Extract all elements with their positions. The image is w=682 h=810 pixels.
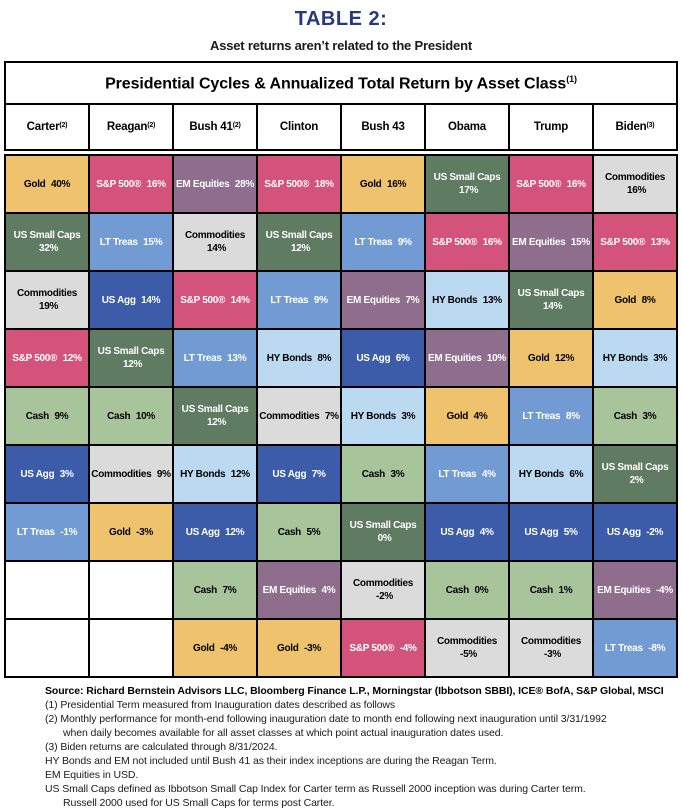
- footnote-smallcap: US Small Caps defined as Ibbotson Small …: [45, 783, 586, 796]
- cell-carter-row1: Gold 40%: [6, 156, 90, 215]
- cell-trump-row6: HY Bonds 6%: [510, 446, 594, 505]
- cell-reagan-row4: US Small Caps 12%: [90, 330, 174, 389]
- cell-bush-43-row6: Cash 3%: [342, 446, 426, 505]
- cell-biden-row7: US Agg -2%: [594, 504, 678, 563]
- cell-clinton-row8: EM Equities 4%: [258, 562, 342, 621]
- footnote-2-cont: when daily becomes available for all ass…: [63, 727, 504, 740]
- cell-clinton-row7: Cash 5%: [258, 504, 342, 563]
- table-title-superscript: (1): [566, 74, 577, 84]
- president-header-row: Carter (2) Reagan (2) Bush 41 (2) Clinton Bush …: [4, 103, 678, 152]
- cell-trump-row3: US Small Caps 14%: [510, 272, 594, 331]
- cell-bush-43-row5: HY Bonds 3%: [342, 388, 426, 447]
- cell-biden-row5: Cash 3%: [594, 388, 678, 447]
- cell-carter-row2: US Small Caps 32%: [6, 214, 90, 273]
- cell-clinton-row2: US Small Caps 12%: [258, 214, 342, 273]
- cell-bush-41-row6: HY Bonds 12%: [174, 446, 258, 505]
- cell-reagan-row1: S&P 500® 16%: [90, 156, 174, 215]
- cell-biden-row8: EM Equities -4%: [594, 562, 678, 621]
- footnote-smallcap-cont: Russell 2000 used for US Small Caps for …: [63, 797, 335, 810]
- cell-carter-row4: S&P 500® 12%: [6, 330, 90, 389]
- cell-bush-41-row8: Cash 7%: [174, 562, 258, 621]
- page-title: TABLE 2:: [294, 8, 388, 30]
- footnote-hy-em: HY Bonds and EM not included until Bush …: [45, 755, 497, 768]
- cell-reagan-row3: US Agg 14%: [90, 272, 174, 331]
- cell-carter-row7: LT Treas -1%: [6, 504, 90, 563]
- cell-bush-41-row4: LT Treas 13%: [174, 330, 258, 389]
- cell-obama-row5: Gold 4%: [426, 388, 510, 447]
- cell-bush-43-row7: US Small Caps 0%: [342, 504, 426, 563]
- cell-trump-row1: S&P 500® 16%: [510, 156, 594, 215]
- cell-carter-row6: US Agg 3%: [6, 446, 90, 505]
- cell-trump-row5: LT Treas 8%: [510, 388, 594, 447]
- cell-obama-row7: US Agg 4%: [426, 504, 510, 563]
- footnotes-block: Source: Richard Bernstein Advisors LLC, …: [45, 684, 664, 810]
- cell-bush-41-row5: US Small Caps 12%: [174, 388, 258, 447]
- cell-bush-43-row8: Commodities -2%: [342, 562, 426, 621]
- cell-bush-41-row9: Gold -4%: [174, 620, 258, 679]
- cell-biden-row6: US Small Caps 2%: [594, 446, 678, 505]
- cell-bush-43-row4: US Agg 6%: [342, 330, 426, 389]
- column-header-biden: Biden (3): [594, 105, 678, 152]
- cell-bush-43-row9: S&P 500® -4%: [342, 620, 426, 679]
- cell-biden-row9: LT Treas -8%: [594, 620, 678, 679]
- cell-bush-41-row3: S&P 500® 14%: [174, 272, 258, 331]
- cell-obama-row4: EM Equities 10%: [426, 330, 510, 389]
- cell-carter-row8-empty: [6, 562, 90, 621]
- cell-clinton-row3: LT Treas 9%: [258, 272, 342, 331]
- cell-obama-row2: S&P 500® 16%: [426, 214, 510, 273]
- cell-bush-41-row1: EM Equities 28%: [174, 156, 258, 215]
- cell-reagan-row6: Commodities 9%: [90, 446, 174, 505]
- column-header-trump: Trump: [510, 105, 594, 152]
- cell-obama-row1: US Small Caps 17%: [426, 156, 510, 215]
- cell-bush-43-row1: Gold 16%: [342, 156, 426, 215]
- cell-reagan-row9-empty: [90, 620, 174, 679]
- footnote-3: (3) Biden returns are calculated through…: [45, 741, 278, 754]
- cell-biden-row1: Commodities 16%: [594, 156, 678, 215]
- cell-reagan-row2: LT Treas 15%: [90, 214, 174, 273]
- cell-reagan-row7: Gold -3%: [90, 504, 174, 563]
- cell-bush-41-row7: US Agg 12%: [174, 504, 258, 563]
- cell-reagan-row5: Cash 10%: [90, 388, 174, 447]
- table-title: Presidential Cycles & Annualized Total R…: [4, 61, 678, 104]
- column-header-clinton: Clinton: [258, 105, 342, 152]
- cell-bush-43-row3: EM Equities 7%: [342, 272, 426, 331]
- cell-carter-row5: Cash 9%: [6, 388, 90, 447]
- cell-carter-row3: Commodities 19%: [6, 272, 90, 331]
- footnote-2: (2) Monthly performance for month-end fo…: [45, 713, 607, 726]
- asset-returns-table: Presidential Cycles & Annualized Total R…: [4, 61, 678, 679]
- cell-clinton-row5: Commodities 7%: [258, 388, 342, 447]
- cell-trump-row9: Commodities -3%: [510, 620, 594, 679]
- cell-trump-row2: EM Equities 15%: [510, 214, 594, 273]
- cell-trump-row4: Gold 12%: [510, 330, 594, 389]
- cell-clinton-row4: HY Bonds 8%: [258, 330, 342, 389]
- cell-clinton-row9: Gold -3%: [258, 620, 342, 679]
- cell-clinton-row6: US Agg 7%: [258, 446, 342, 505]
- footnote-em-usd: EM Equities in USD.: [45, 769, 139, 782]
- cell-biden-row4: HY Bonds 3%: [594, 330, 678, 389]
- cell-bush-43-row2: LT Treas 9%: [342, 214, 426, 273]
- header-grid-separator: [4, 151, 678, 155]
- column-header-carter: Carter (2): [6, 105, 90, 152]
- cell-obama-row6: LT Treas 4%: [426, 446, 510, 505]
- cell-biden-row2: S&P 500® 13%: [594, 214, 678, 273]
- column-header-obama: Obama: [426, 105, 510, 152]
- cell-reagan-row8-empty: [90, 562, 174, 621]
- column-header-bush-41: Bush 41 (2): [174, 105, 258, 152]
- page-subtitle: Asset returns aren’t related to the Pres…: [210, 38, 472, 53]
- cell-carter-row9-empty: [6, 620, 90, 679]
- cell-trump-row7: US Agg 5%: [510, 504, 594, 563]
- returns-grid: Gold 40% S&P 500® 16% EM Equities 28% S&P 5…: [4, 154, 678, 679]
- cell-obama-row8: Cash 0%: [426, 562, 510, 621]
- cell-bush-41-row2: Commodities 14%: [174, 214, 258, 273]
- source-line: Source: Richard Bernstein Advisors LLC, …: [45, 685, 664, 698]
- cell-clinton-row1: S&P 500® 18%: [258, 156, 342, 215]
- cell-trump-row8: Cash 1%: [510, 562, 594, 621]
- cell-obama-row9: Commodities -5%: [426, 620, 510, 679]
- table-title-text: Presidential Cycles & Annualized Total R…: [105, 75, 567, 93]
- cell-obama-row3: HY Bonds 13%: [426, 272, 510, 331]
- column-header-reagan: Reagan (2): [90, 105, 174, 152]
- footnote-1: (1) Presidential Term measured from Inau…: [45, 699, 396, 712]
- cell-biden-row3: Gold 8%: [594, 272, 678, 331]
- column-header-bush-43: Bush 43: [342, 105, 426, 152]
